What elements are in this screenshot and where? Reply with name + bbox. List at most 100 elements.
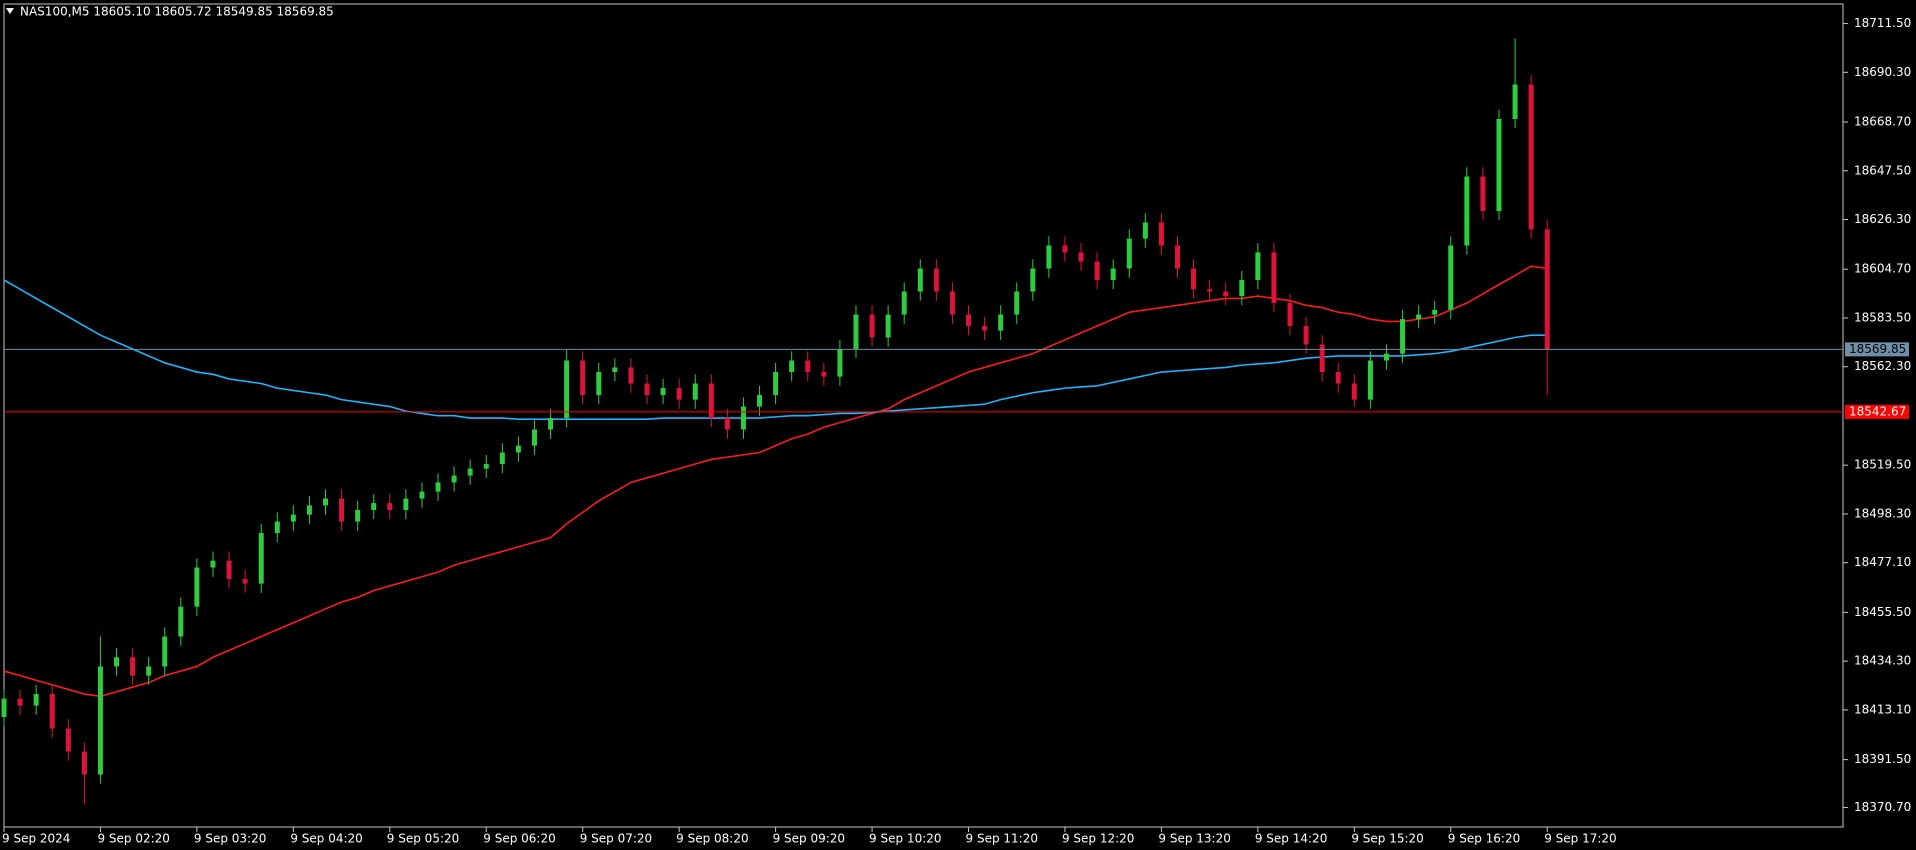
y-tick-label: 18455.50 xyxy=(1854,605,1911,619)
candle-body xyxy=(1400,319,1406,354)
candle-body xyxy=(628,367,634,384)
candle-body xyxy=(226,560,232,580)
y-tick-label: 18519.50 xyxy=(1854,458,1911,472)
candle-body xyxy=(1014,291,1020,315)
candle-body xyxy=(258,533,264,584)
candle-body xyxy=(1030,268,1036,292)
x-tick-label: 9 Sep 05:20 xyxy=(387,832,459,846)
candle-body xyxy=(483,464,489,469)
candle-body xyxy=(1335,372,1341,384)
candle-body xyxy=(371,503,377,511)
candle-body xyxy=(1512,84,1518,120)
candle-body xyxy=(1448,245,1454,310)
candle-body xyxy=(242,579,248,584)
candle-body xyxy=(1432,309,1438,315)
candle-body xyxy=(1142,222,1148,239)
price-label: 18542.67 xyxy=(1849,404,1906,418)
menu-triangle[interactable] xyxy=(6,8,14,14)
candle-body xyxy=(162,636,168,667)
price-label-box xyxy=(1845,404,1909,419)
y-tick-label: 18626.30 xyxy=(1854,212,1911,226)
x-tick-label: 9 Sep 11:20 xyxy=(966,832,1038,846)
candle-body xyxy=(323,498,329,506)
candle-body xyxy=(564,360,570,419)
candle-body xyxy=(499,452,505,465)
plot-frame xyxy=(3,3,1844,828)
x-tick-label: 9 Sep 07:20 xyxy=(580,832,652,846)
candle-body xyxy=(757,395,763,407)
x-tick-label: 9 Sep 06:20 xyxy=(483,832,555,846)
candle-body xyxy=(805,360,811,373)
candle-body xyxy=(17,698,23,706)
candle-body xyxy=(869,314,875,338)
candle-body xyxy=(194,567,200,607)
candle-body xyxy=(1303,326,1309,345)
candle-body xyxy=(306,505,312,515)
candle-body xyxy=(178,606,184,637)
candle-body xyxy=(1544,229,1550,350)
candle-body xyxy=(1062,245,1068,253)
candle-body xyxy=(1319,344,1325,373)
candle-body xyxy=(1496,119,1502,212)
candle-body xyxy=(949,291,955,315)
candle-body xyxy=(65,728,71,752)
y-tick-label: 18434.30 xyxy=(1854,654,1911,668)
y-tick-label: 18711.50 xyxy=(1854,16,1911,30)
candle-body xyxy=(1239,280,1245,297)
x-tick-label: 9 Sep 13:20 xyxy=(1158,832,1230,846)
candle-body xyxy=(1383,353,1389,361)
candle-body xyxy=(1,698,7,718)
y-tick-label: 18562.30 xyxy=(1854,359,1911,373)
y-tick-label: 18583.50 xyxy=(1854,310,1911,324)
candle-body xyxy=(1207,289,1213,292)
candle-body xyxy=(1528,84,1534,230)
candle-body xyxy=(1110,268,1116,281)
candle-body xyxy=(49,694,55,729)
candle-body xyxy=(1464,176,1470,246)
price-label: 18569.85 xyxy=(1849,342,1906,356)
candle-body xyxy=(1094,261,1100,281)
candle-body xyxy=(451,475,457,483)
x-tick-label: 9 Sep 02:20 xyxy=(97,832,169,846)
candle-body xyxy=(1126,238,1132,269)
candle-body xyxy=(724,418,730,430)
y-tick-label: 18370.70 xyxy=(1854,800,1911,814)
candle-body xyxy=(982,326,988,331)
candle-body xyxy=(435,482,441,492)
candle-body xyxy=(1367,360,1373,400)
y-tick-label: 18604.70 xyxy=(1854,262,1911,276)
candle-body xyxy=(355,510,361,522)
candle-body xyxy=(548,418,554,430)
candle-body xyxy=(114,657,120,667)
chart-header: NAS100,M5 18605.10 18605.72 18549.85 185… xyxy=(20,5,334,19)
candle-body xyxy=(676,388,682,400)
candle-body xyxy=(580,360,586,396)
x-tick-label: 9 Sep 09:20 xyxy=(773,832,845,846)
y-tick-label: 18413.10 xyxy=(1854,702,1911,716)
candle-body xyxy=(644,383,650,396)
x-tick-label: 9 Sep 04:20 xyxy=(290,832,362,846)
candle-body xyxy=(1480,176,1486,212)
candle-body xyxy=(596,372,602,396)
candle-body xyxy=(612,367,618,373)
candle-body xyxy=(692,383,698,400)
candle-body xyxy=(1046,245,1052,269)
x-tick-label: 9 Sep 10:20 xyxy=(869,832,941,846)
candle-body xyxy=(387,503,393,511)
candle-body xyxy=(1255,252,1261,281)
candle-body xyxy=(1223,291,1229,297)
candle-body xyxy=(773,372,779,396)
candle-body xyxy=(1271,252,1277,304)
candle-body xyxy=(1158,222,1164,246)
x-tick-label: 9 Sep 14:20 xyxy=(1255,832,1327,846)
candle-body xyxy=(998,314,1004,331)
x-tick-label: 9 Sep 12:20 xyxy=(1062,832,1134,846)
x-tick-label: 9 Sep 15:20 xyxy=(1351,832,1423,846)
candle-body xyxy=(1351,383,1357,400)
candle-body xyxy=(33,694,39,706)
candle-body xyxy=(146,666,152,676)
candle-body xyxy=(966,314,972,327)
candle-body xyxy=(901,291,907,315)
